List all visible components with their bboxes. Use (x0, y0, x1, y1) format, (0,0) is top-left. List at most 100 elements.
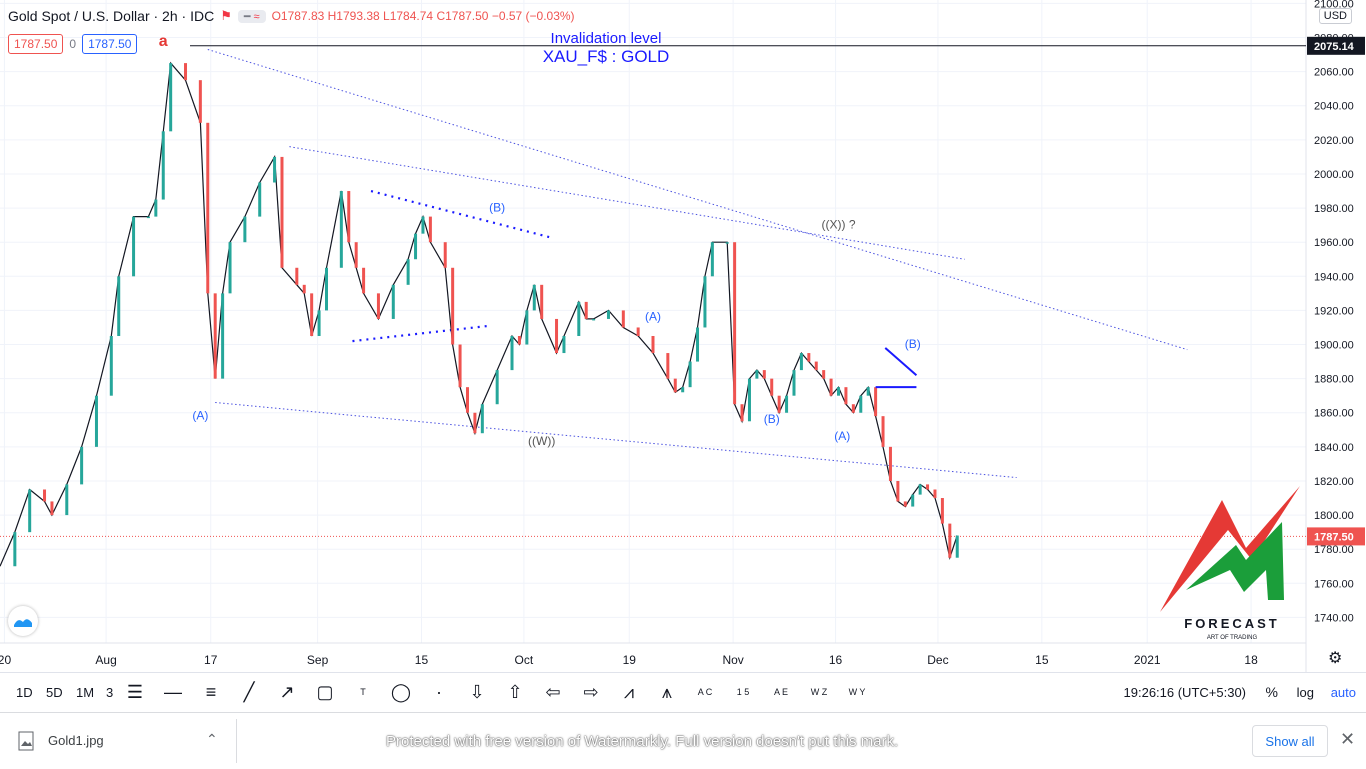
candle (198, 80, 202, 123)
text-icon[interactable]: T (344, 676, 382, 708)
ellipse-icon[interactable]: ◯ (382, 676, 420, 708)
candle (792, 370, 796, 396)
candle (777, 395, 781, 413)
wxyz-wave-icon[interactable]: W Z (800, 676, 838, 708)
wave-label: (B) (489, 200, 505, 214)
candle (903, 501, 907, 507)
candle (933, 489, 937, 499)
trend-line-icon[interactable]: ╱ (230, 676, 268, 708)
wave-label: (A) (192, 409, 208, 423)
tool-label: ⩚ (661, 681, 673, 702)
y-tick-label: 1980.00 (1314, 203, 1354, 215)
trendline (207, 48, 1188, 351)
candle (146, 216, 150, 219)
arrow-up-icon[interactable]: ⇧ (496, 676, 534, 708)
triangle-pattern (875, 347, 918, 389)
wave-label: (B) (764, 412, 780, 426)
candle (636, 327, 640, 336)
impulse-wave-icon[interactable]: 1 5 (724, 676, 762, 708)
candle (532, 284, 536, 311)
candle (866, 387, 870, 396)
point-icon[interactable]: · (420, 676, 458, 708)
y-tick-label: 1880.00 (1314, 374, 1354, 386)
price-chart[interactable]: 2100.002080.002060.002040.002020.002000.… (0, 0, 1366, 672)
tool-label: · (436, 681, 442, 702)
timeframe-5d[interactable]: 5D (46, 685, 63, 700)
candle (109, 335, 113, 396)
chevron-up-icon[interactable]: ⌃ (206, 731, 218, 747)
candle (65, 484, 69, 516)
candle (770, 378, 774, 396)
menu-lines-icon[interactable]: ☰ (116, 676, 154, 708)
auto-toggle[interactable]: auto (1330, 685, 1356, 700)
y-tick-label: 1760.00 (1314, 578, 1354, 590)
tool-label: A C (697, 687, 713, 697)
horizontal-line-icon[interactable]: — (154, 676, 192, 708)
rectangle-icon[interactable]: ▢ (306, 676, 344, 708)
candle (755, 370, 759, 379)
download-bar: Gold1.jpg ⌃ Protected with free version … (0, 712, 1366, 769)
candle (814, 361, 818, 371)
candle (955, 535, 959, 558)
arrow-down-icon[interactable]: ⇩ (458, 676, 496, 708)
timeframe-1d[interactable]: 1D (16, 685, 33, 700)
trade-prices: 1787.50 0 1787.50 (8, 34, 138, 54)
ae-wave-icon[interactable]: A E (762, 676, 800, 708)
candle (414, 233, 418, 260)
close-icon[interactable]: ✕ (1340, 729, 1356, 749)
candle (273, 156, 277, 183)
tool-label: A E (773, 687, 788, 697)
candle (347, 191, 351, 243)
y-tick-label: 2060.00 (1314, 67, 1354, 79)
abc-wave-icon[interactable]: A C (686, 676, 724, 708)
timeframe-1m[interactable]: 1M (76, 685, 95, 700)
low-value: L1784.74 (383, 9, 434, 23)
log-toggle[interactable]: log (1296, 685, 1314, 700)
arrow-right-icon[interactable]: ⇨ (572, 676, 610, 708)
symbol-title[interactable]: Gold Spot / U.S. Dollar · 2h · IDC (8, 8, 215, 24)
candle (822, 370, 826, 379)
y-tick-label: 1740.00 (1314, 612, 1354, 624)
current-price-tag (1307, 527, 1365, 546)
currency-button[interactable]: USD (1318, 8, 1352, 24)
clock[interactable]: 19:26:16 (UTC+5:30) (1123, 685, 1246, 700)
wave-label: (A) (645, 310, 661, 324)
candle (681, 387, 685, 393)
tool-label: ↗ (279, 681, 295, 702)
chart-area[interactable]: 2100.002080.002060.002040.002020.002000.… (0, 0, 1366, 672)
arrow-left-icon[interactable]: ⇦ (534, 676, 572, 708)
parallel-channel-icon[interactable]: ≡ (192, 676, 230, 708)
chart-style-toggle[interactable]: ━ ≈ (237, 9, 266, 23)
forecast-logo-text: FORECAST (1184, 616, 1280, 631)
tool-label: ⇩ (469, 681, 485, 702)
candle (673, 378, 677, 393)
candle (206, 122, 210, 294)
show-all-button[interactable]: Show all (1252, 725, 1328, 757)
candle (510, 335, 514, 371)
tradingview-logo-icon[interactable] (8, 606, 38, 636)
percent-toggle[interactable]: % (1265, 684, 1278, 700)
buy-button[interactable]: 1787.50 (82, 34, 138, 54)
candle (480, 404, 484, 434)
candle (376, 293, 380, 319)
settings-gear-icon[interactable]: ⚙ (1328, 650, 1343, 667)
candle (851, 404, 855, 413)
flag-icon[interactable]: ⚑ (220, 8, 232, 23)
sell-button[interactable]: 1787.50 (8, 34, 64, 54)
y-tick-label: 1840.00 (1314, 442, 1354, 454)
timeframe-3m[interactable]: 3 (106, 685, 114, 700)
y-tick-label: 1780.00 (1314, 544, 1354, 556)
head-shoulders-icon[interactable]: ⩚ (648, 676, 686, 708)
candle (317, 310, 321, 336)
arrow-line-icon[interactable]: ↗ (268, 676, 306, 708)
drawing-tools: ☰ — ≡ ╱ ↗ ▢ T ◯ · ⇩ ⇧ ⇦ ⇨ ⩘ ⩚ A C 1 5 A E W Z W Y (116, 676, 876, 708)
x-tick-label: Oct (515, 653, 534, 667)
wy-wave-icon[interactable]: W Y (838, 676, 876, 708)
high-value: H1793.38 (327, 9, 380, 23)
y-tick-label: 1820.00 (1314, 476, 1354, 488)
download-file-name[interactable]: Gold1.jpg (48, 733, 104, 748)
y-tick-label: 2020.00 (1314, 135, 1354, 147)
current-price-label: 1787.50 (1314, 531, 1354, 543)
pattern-icon[interactable]: ⩘ (610, 676, 648, 708)
candle (465, 387, 469, 413)
